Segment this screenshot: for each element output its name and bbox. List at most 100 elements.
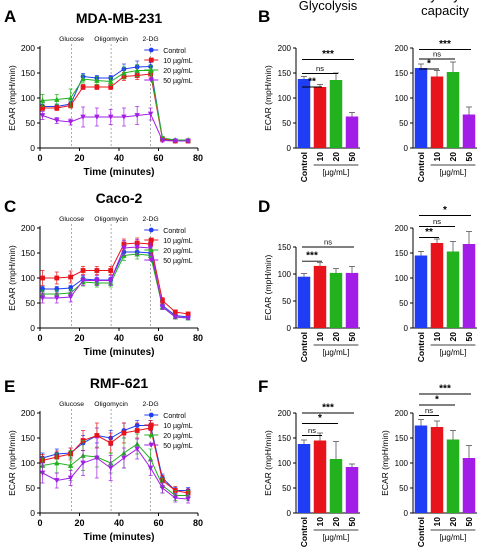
x-tick-label: Control [416,152,426,182]
y-tick-label: 0 [404,144,409,153]
bar [297,276,311,328]
data-point [94,455,100,461]
y-tick-label: 50 [282,297,291,306]
y-tick-label: 150 [395,434,409,443]
x-tick-label: 50 [347,152,357,162]
data-point [94,84,100,90]
data-point [147,456,154,462]
data-point [147,111,154,117]
bar [446,251,460,328]
legend: Control 10 µg/mL 20 µg/mL 50 µg/mL [144,47,193,85]
significance-label: ns [324,238,332,247]
x-tick-label: 10 [432,152,442,162]
x-tick-label: 60 [153,518,163,528]
bar [430,243,444,328]
legend-label: 50 µg/mL [163,443,192,450]
legend-marker [148,412,154,418]
data-point [159,485,166,491]
x-tick-label: 10 [432,332,442,342]
bar [446,72,460,148]
x-axis-label: Time (minutes) [84,167,155,178]
significance-label: ns [425,406,433,415]
x-tick-label: 20 [331,517,341,527]
y-tick-label: 150 [21,248,35,258]
x-tick-label: 50 [464,332,474,342]
chart-title: Glycolytic [417,0,473,3]
x-tick-label: 50 [464,517,474,527]
series-3 [39,437,191,504]
legend-marker [148,442,154,448]
data-point [80,278,86,284]
y-tick-label: 150 [395,69,409,78]
data-point [159,304,166,310]
legend-marker [148,47,154,53]
data-point [148,425,153,431]
group-label: [µg/mL] [440,533,467,542]
data-point [160,298,165,303]
legend-label: Control [163,228,186,235]
chart-title: Caco-2 [96,190,143,206]
x-axis-label: Time (minutes) [84,532,155,543]
y-tick-label: 150 [278,243,292,252]
y-tick-label: 0 [287,144,292,153]
bar [430,76,444,148]
y-tick-label: 50 [399,299,408,308]
y-tick-label: 150 [395,249,409,258]
series-2 [39,64,191,143]
x-tick-label: 60 [153,333,163,343]
legend-label: 20 µg/mL [163,433,192,440]
y-tick-label: 200 [21,43,35,53]
y-tick-label: 150 [21,68,35,78]
data-point [54,118,60,124]
data-point [40,275,45,281]
data-point [172,314,178,320]
y-tick-label: 150 [278,434,292,443]
significance-label: * [427,59,431,70]
y-tick-label: 50 [26,298,36,308]
bar [313,265,327,328]
data-point [108,278,114,284]
line-chart-a: MDA-MB-231 Glucose Oligomycin 2-DG 0 50 100 150… [7,10,203,178]
x-tick-label: 50 [464,152,474,162]
data-point [54,105,60,111]
data-point [108,78,114,84]
significance-label: ** [308,77,316,88]
panel-label-a: A [4,7,16,26]
data-point [134,113,140,119]
x-tick-label: 50 [347,517,357,527]
bar [345,272,359,328]
y-tick-label: 0 [30,143,35,153]
data-point [121,455,127,461]
y-axis-label: ECAR (mpH/min) [7,65,17,131]
data-point [121,70,127,76]
data-point [159,138,166,144]
legend-label: 20 µg/mL [163,248,192,255]
x-tick-label: 80 [193,153,203,163]
y-tick-label: 0 [404,324,409,333]
data-point [134,244,140,250]
data-point [39,295,46,301]
legend-marker [148,77,154,83]
significance-label: *** [439,39,451,50]
y-tick-label: 150 [278,69,292,78]
group-label: [µg/mL] [323,533,350,542]
y-tick-label: 200 [278,44,292,53]
bar [329,272,343,328]
y-axis-label: ECAR (mpH/min) [263,255,273,321]
series-line [42,448,189,500]
data-point [94,77,100,83]
data-point [54,478,60,484]
panel-label-f: F [258,377,268,396]
x-tick-label: 50 [347,332,357,342]
data-point [185,311,191,317]
bar-chart-d2: 0 50 100 150 200 Control 10 20 50 [µg/mL] **ns* [395,205,477,362]
y-tick-label: 100 [395,94,409,103]
y-tick-label: 50 [282,484,291,493]
data-point [54,275,60,281]
bar [345,116,359,148]
data-point [172,138,178,144]
legend: Control 10 µg/mL 20 µg/mL 50 µg/mL [144,412,193,450]
data-point [94,268,100,273]
bar [446,439,460,513]
